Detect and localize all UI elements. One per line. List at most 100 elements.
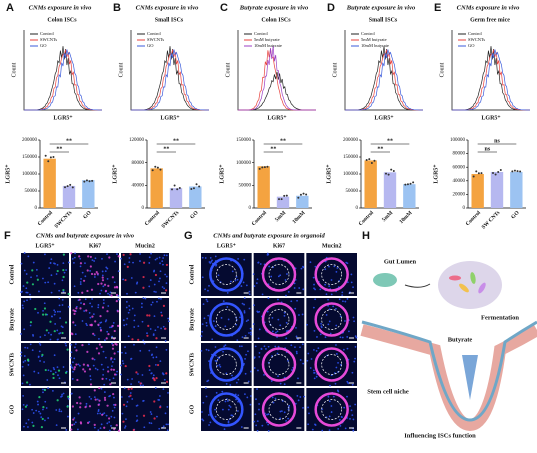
stain [100, 345, 103, 349]
lumen [321, 309, 343, 330]
x-tick-label: 10mM [399, 210, 415, 226]
stain [34, 307, 37, 311]
organoid-ring [209, 392, 244, 427]
bacterium [470, 272, 476, 284]
nucleus [314, 265, 317, 268]
stain [116, 324, 120, 327]
nucleus [337, 361, 339, 364]
nucleus [240, 345, 243, 348]
nucleus [91, 305, 93, 308]
stain [155, 337, 158, 340]
nucleus [313, 330, 316, 332]
nucleus [261, 424, 264, 427]
nucleus [226, 292, 229, 294]
nucleus [39, 336, 42, 338]
nucleus [255, 282, 258, 285]
panel-subtitle: Small ISCs [369, 17, 398, 23]
nucleus [22, 374, 25, 377]
micrograph [71, 298, 119, 341]
nucleus [42, 309, 44, 312]
stain [114, 403, 117, 406]
stain [164, 327, 167, 330]
nucleus [201, 256, 204, 259]
nucleus [99, 412, 102, 415]
nucleus [135, 420, 138, 423]
y-axis-label: LGR5⁺ [432, 164, 439, 183]
nucleus [21, 365, 24, 368]
dot [258, 167, 261, 170]
nucleus [117, 298, 120, 301]
nucleus [201, 276, 204, 279]
stain [97, 352, 101, 355]
panel-subtitle: Colon ISCs [261, 17, 291, 23]
nucleus [128, 309, 131, 311]
stain [79, 421, 82, 424]
nucleus [346, 336, 349, 338]
nucleus [153, 269, 156, 272]
nucleus [222, 300, 225, 303]
nucleus [50, 315, 53, 318]
stain [162, 304, 166, 307]
nucleus [148, 422, 151, 424]
nucleus [235, 398, 237, 401]
nucleus [143, 342, 146, 345]
nucleus [203, 317, 206, 320]
nucleus [77, 363, 80, 366]
nucleus [58, 332, 61, 335]
nucleus [344, 300, 347, 303]
dot [494, 173, 497, 176]
panel-title: CNMs and butyrate exposure in vivo [36, 232, 135, 239]
nucleus [238, 345, 241, 348]
stain [101, 413, 104, 416]
stain [42, 405, 45, 409]
nucleus [133, 326, 136, 328]
nucleus [274, 345, 277, 348]
nucleus [89, 375, 92, 377]
stain [106, 310, 109, 313]
nucleus [307, 406, 310, 409]
y-tick-label: 50000 [239, 183, 252, 188]
nucleus [155, 356, 158, 359]
nucleus [237, 257, 240, 260]
stain [129, 394, 132, 397]
stain [86, 289, 89, 293]
dot [154, 165, 157, 168]
x-tick-label: Control [465, 210, 482, 227]
significance: ** [270, 146, 276, 152]
nucleus [22, 395, 25, 397]
nucleus [330, 279, 333, 281]
x-tick-label: SWCNTs [54, 210, 74, 230]
y-axis-label: LGR5⁺ [218, 164, 225, 183]
nucleus [54, 323, 57, 325]
stain [94, 398, 97, 401]
dot [198, 185, 201, 188]
nucleus [32, 412, 35, 414]
nucleus [152, 334, 155, 337]
nucleus [61, 304, 64, 306]
panel-title: CNMs exposure in vivo [457, 4, 520, 11]
dot [472, 175, 475, 178]
nucleus [146, 332, 148, 335]
dot [261, 166, 264, 169]
stain [113, 373, 117, 376]
x-tick-label: SWCNTs [161, 210, 181, 230]
nucleus [70, 356, 73, 359]
nucleus [243, 311, 246, 314]
nucleus [71, 366, 74, 369]
stain [86, 269, 89, 272]
nucleus [21, 382, 24, 385]
nucleus [319, 288, 322, 291]
nucleus [329, 332, 332, 335]
nucleus [46, 379, 49, 381]
nucleus [137, 381, 140, 383]
nucleus [130, 383, 133, 386]
stain [113, 428, 116, 431]
nucleus [244, 357, 246, 360]
nucleus [354, 345, 357, 348]
nucleus [280, 410, 283, 413]
nanomaterial [373, 273, 397, 287]
nucleus [103, 383, 106, 386]
y-tick-label: 120000 [129, 138, 145, 143]
nucleus [23, 328, 26, 331]
nucleus [112, 377, 115, 380]
